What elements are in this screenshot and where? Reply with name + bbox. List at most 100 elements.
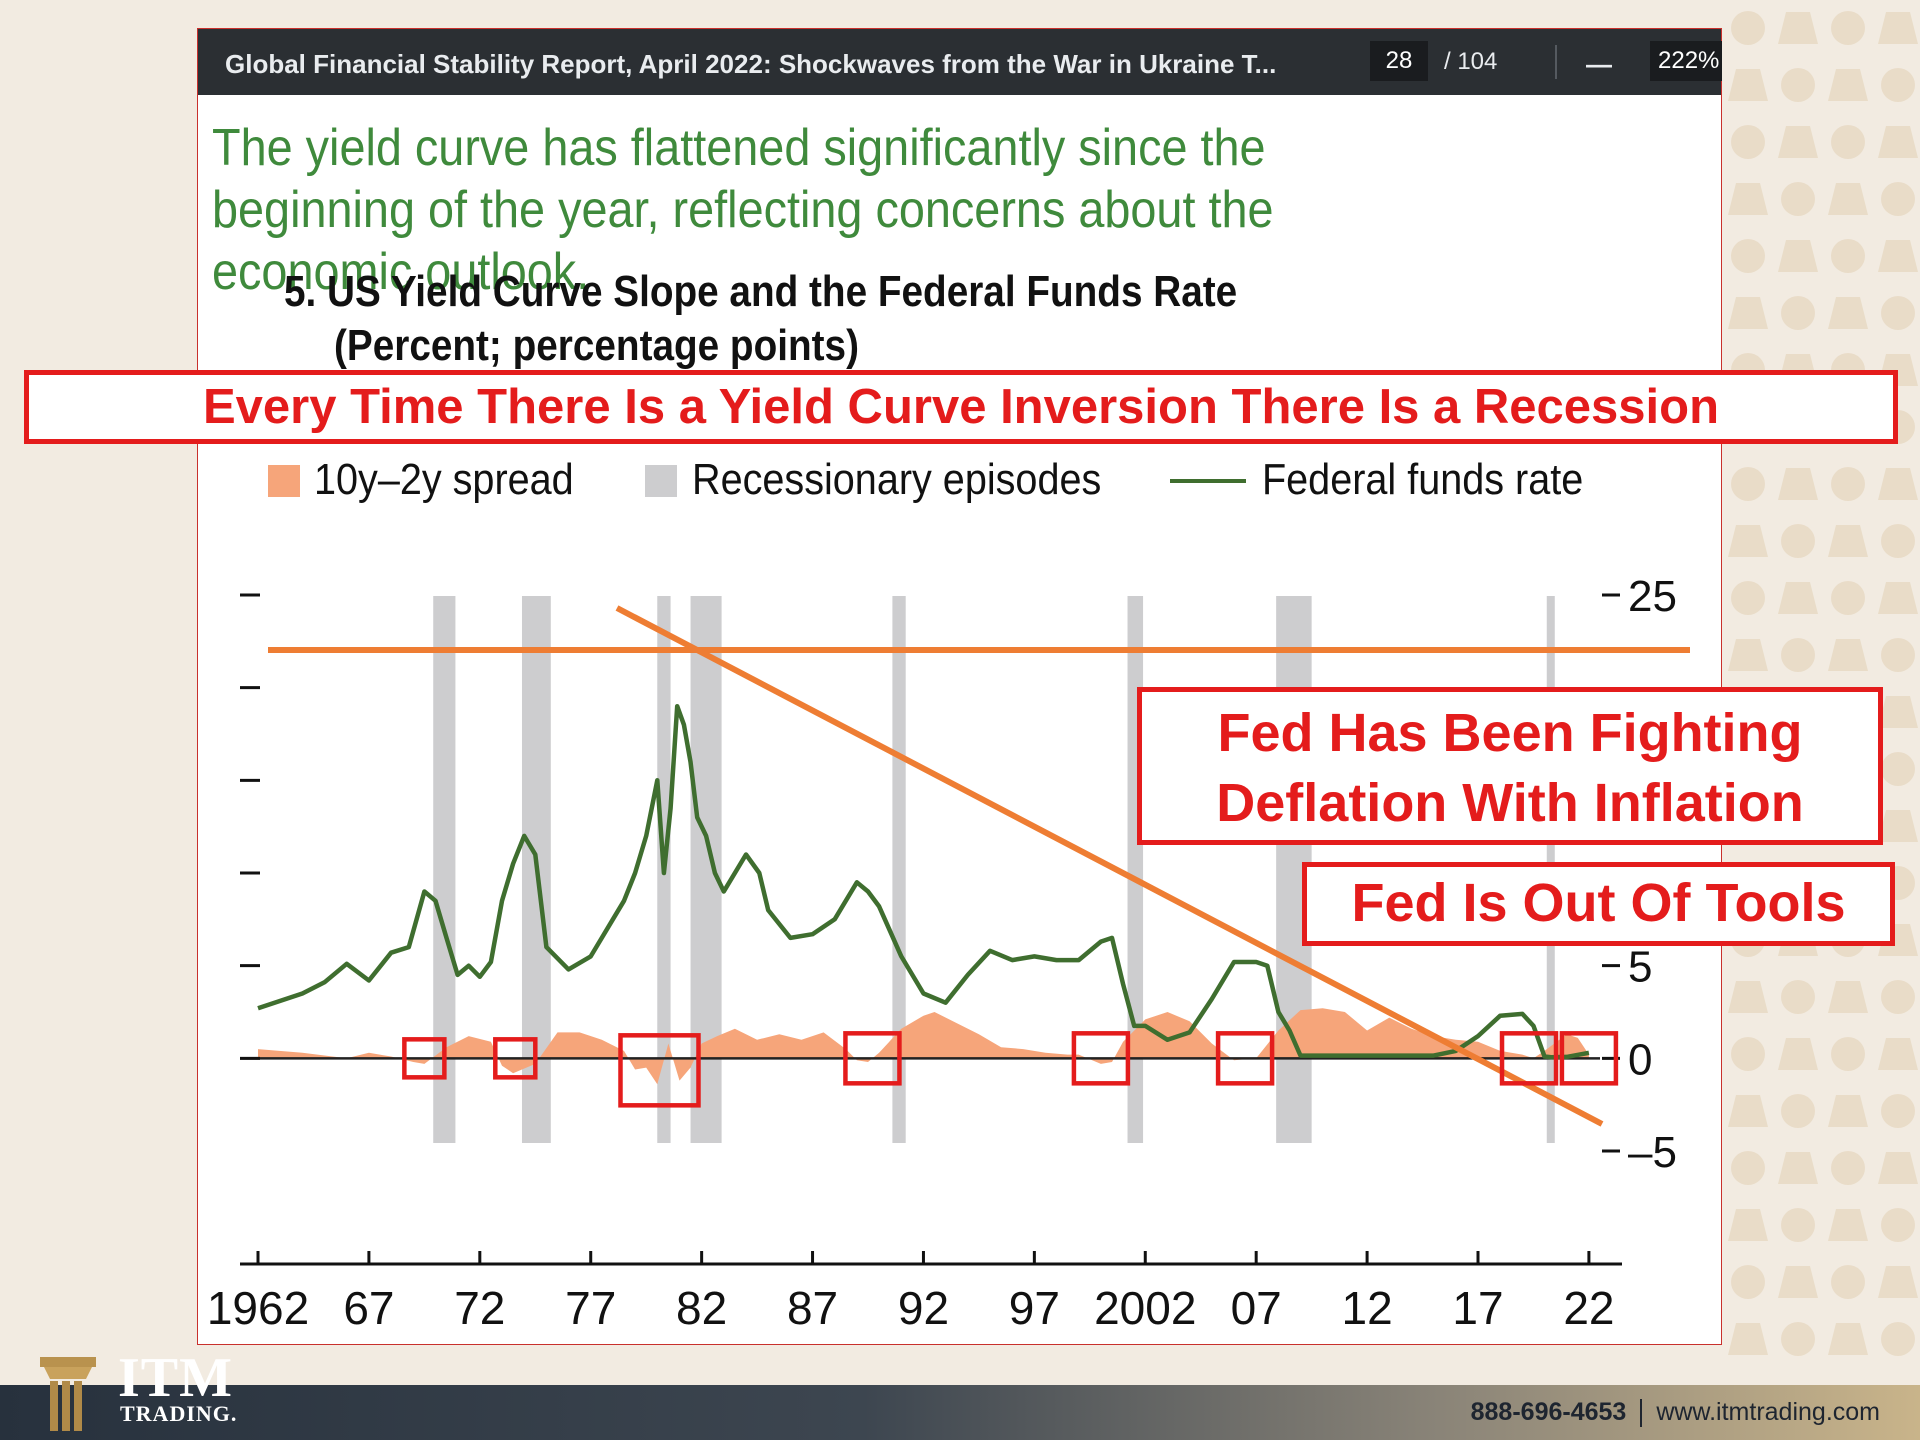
x-tick-label: 2002 xyxy=(1094,1282,1196,1334)
pattern-bar xyxy=(1828,1209,1868,1241)
recession-bar xyxy=(433,596,456,1143)
inversion-highlight-box xyxy=(1499,1031,1559,1086)
zoom-level-input[interactable]: 222% xyxy=(1650,41,1722,81)
fed-tools-callout: Fed Is Out Of Tools xyxy=(1302,862,1895,946)
legend-label: Federal funds rate xyxy=(1262,454,1583,503)
pattern-bar xyxy=(1778,240,1818,272)
pattern-dot xyxy=(1731,467,1765,501)
inversion-highlight-box xyxy=(843,1031,902,1086)
y-tick-label: 5 xyxy=(1628,943,1652,992)
logo-name: ITM xyxy=(118,1347,233,1409)
pattern-bar xyxy=(1878,126,1918,158)
pattern-dot xyxy=(1881,296,1915,330)
pattern-dot xyxy=(1881,980,1915,1014)
legend-swatch-spread xyxy=(268,465,300,497)
pattern-dot xyxy=(1831,467,1865,501)
pattern-dot xyxy=(1881,182,1915,216)
inversion-highlight-box xyxy=(1215,1031,1275,1086)
pattern-bar xyxy=(1878,696,1918,728)
pattern-bar xyxy=(1878,12,1918,44)
toolbar-divider xyxy=(1555,45,1557,79)
footer-phone[interactable]: 888-696-4653 xyxy=(1470,1398,1627,1426)
callout-line-1: Fed Has Been Fighting xyxy=(1217,703,1803,763)
x-tick-label: 77 xyxy=(565,1282,616,1334)
zoom-out-button[interactable]: — xyxy=(1586,49,1612,79)
inversion-highlight-box xyxy=(1559,1031,1619,1086)
pattern-bar xyxy=(1878,1152,1918,1184)
x-tick-label: 92 xyxy=(898,1282,949,1334)
page-number-input[interactable]: 28 xyxy=(1370,41,1428,81)
pattern-bar xyxy=(1828,69,1868,101)
logo-capital xyxy=(44,1367,92,1379)
chart-subtitle: (Percent; percentage points) xyxy=(334,321,859,370)
pattern-bar xyxy=(1828,297,1868,329)
report-headline: The yield curve has flattened significan… xyxy=(212,119,1274,301)
pattern-bar xyxy=(1728,1209,1768,1241)
x-tick-label: 72 xyxy=(454,1282,505,1334)
pattern-bar xyxy=(1728,1323,1768,1355)
pattern-dot xyxy=(1731,1037,1765,1071)
pattern-dot xyxy=(1731,11,1765,45)
legend-label: 10y–2y spread xyxy=(314,454,574,503)
pattern-dot xyxy=(1831,125,1865,159)
pattern-bar xyxy=(1828,183,1868,215)
spread-area xyxy=(258,1008,1589,1085)
pattern-bar xyxy=(1728,183,1768,215)
x-tick-label: 87 xyxy=(787,1282,838,1334)
pattern-bar xyxy=(1828,525,1868,557)
pattern-dot xyxy=(1781,1094,1815,1128)
x-tick-label: 1962 xyxy=(207,1282,309,1334)
x-tick-label: 12 xyxy=(1342,1282,1393,1334)
pattern-dot xyxy=(1881,1322,1915,1356)
x-tick-label: 22 xyxy=(1563,1282,1614,1334)
pattern-bar xyxy=(1778,126,1818,158)
footer-contact: 888-696-4653 www.itmtrading.com xyxy=(1470,1398,1880,1428)
x-tick-label: 17 xyxy=(1452,1282,1503,1334)
pattern-dot xyxy=(1781,524,1815,558)
pattern-dot xyxy=(1831,11,1865,45)
pattern-dot xyxy=(1781,1322,1815,1356)
logo-cap xyxy=(40,1357,96,1367)
pattern-bar xyxy=(1778,1038,1818,1070)
pattern-dot xyxy=(1731,125,1765,159)
x-tick-label: 67 xyxy=(343,1282,394,1334)
pattern-dot xyxy=(1781,1208,1815,1242)
pattern-dot xyxy=(1881,1208,1915,1242)
pattern-dot xyxy=(1781,638,1815,672)
logo-column xyxy=(62,1381,70,1431)
document-title: Global Financial Stability Report, April… xyxy=(225,49,1277,79)
recession-bar xyxy=(892,596,906,1143)
pattern-bar xyxy=(1828,981,1868,1013)
pattern-bar xyxy=(1878,582,1918,614)
page-total: / 104 xyxy=(1444,48,1498,75)
y-tick-label: 0 xyxy=(1628,1035,1652,1084)
pattern-dot xyxy=(1731,1265,1765,1299)
pattern-bar xyxy=(1878,1266,1918,1298)
footer-website[interactable]: www.itmtrading.com xyxy=(1656,1398,1880,1426)
yield-curve-chart: 10y–2y spread Recessionary episodes Federa… xyxy=(207,454,1690,1334)
pattern-bar xyxy=(1778,468,1818,500)
overlay-trend-line xyxy=(615,605,1604,1127)
fed-fighting-callout: Fed Has Been Fighting Deflation With Inf… xyxy=(1137,687,1883,845)
pattern-dot xyxy=(1831,1037,1865,1071)
pattern-dot xyxy=(1881,68,1915,102)
pattern-dot xyxy=(1781,68,1815,102)
x-tick-label: 07 xyxy=(1231,1282,1282,1334)
legend-label: Recessionary episodes xyxy=(692,454,1101,503)
chart-title: 5. US Yield Curve Slope and the Federal … xyxy=(284,267,1238,316)
footer-bar xyxy=(0,1385,1920,1440)
logo-column xyxy=(74,1381,82,1431)
pattern-dot xyxy=(1831,1265,1865,1299)
callout-line-2: Deflation With Inflation xyxy=(1216,773,1804,833)
pattern-dot xyxy=(1831,1151,1865,1185)
pattern-bar xyxy=(1828,639,1868,671)
pattern-dot xyxy=(1881,638,1915,672)
pattern-dot xyxy=(1781,980,1815,1014)
pattern-dot xyxy=(1881,752,1915,786)
inversion-highlight-box xyxy=(1071,1031,1131,1086)
y-tick-label: –5 xyxy=(1628,1128,1677,1177)
footer-divider xyxy=(1640,1399,1643,1428)
pattern-bar xyxy=(1828,1323,1868,1355)
pattern-dot xyxy=(1731,581,1765,615)
pattern-bar xyxy=(1878,468,1918,500)
